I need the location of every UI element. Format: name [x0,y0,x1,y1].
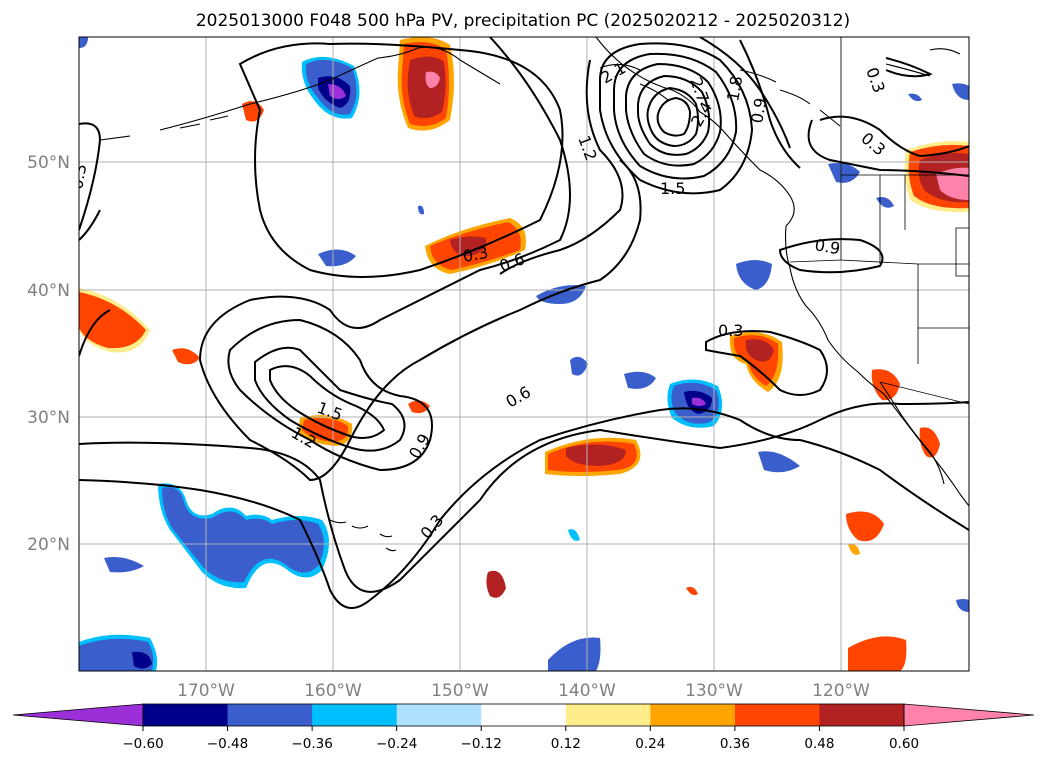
colorbar-tick-label: 0.48 [804,736,834,752]
colorbar-tick-label: −0.24 [376,736,417,752]
contour-label: 0.3 [461,243,489,266]
lon-label: 150°W [431,681,489,701]
colorbar: −0.60 −0.48 −0.36 −0.24 −0.12 0.12 0.24 0.36 0.4… [12,703,1035,752]
contour-label: 1.8 [723,74,746,102]
contour-label: 1.5 [660,179,685,198]
lon-label: 120°W [812,681,870,701]
colorbar-tick-label: −0.36 [291,736,332,752]
colorbar-segment [481,704,567,726]
coastlines [99,37,969,552]
map-panel: 2.1 1.8 0.9 0.3 1.2 1.5 0.9 0.3 0.6 0.3 … [67,36,970,672]
political-borders [789,37,969,405]
contour-label: 0.3 [718,321,743,340]
precip-blob-baja-positive [871,369,900,401]
colorbar-segment [227,704,313,726]
figure-title: 2025013000 F048 500 hPa PV, precipitatio… [196,11,850,31]
colorbar-extend-low [12,703,144,727]
colorbar-tick-label: −0.60 [122,736,163,752]
lat-label: 30°N [27,408,70,428]
latitude-labels: 50°N 40°N 30°N 20°N [27,153,70,555]
colorbar-segment [650,704,736,726]
colorbar-segment [565,704,651,726]
colorbar-tick-label: 0.24 [635,736,665,752]
colorbar-frame [142,703,905,727]
colorbar-tick-label: 0.12 [551,736,581,752]
pv-contours [79,37,969,609]
lat-label: 20°N [27,535,70,555]
colorbar-segment [734,704,820,726]
lon-label: 160°W [304,681,362,701]
colorbar-segment [819,704,905,726]
contour-label: 0.3 [67,162,90,190]
contour-label: 0.9 [813,235,841,258]
colorbar-tick-label: −0.12 [461,736,502,752]
colorbar-segment [143,704,229,726]
map-frame [78,36,970,672]
lon-label: 130°W [685,681,743,701]
lon-label: 170°W [177,681,235,701]
colorbar-tick-label: −0.48 [207,736,248,752]
colorbar-extend-high [903,703,1035,727]
lat-label: 50°N [27,153,70,173]
lon-label: 140°W [558,681,616,701]
contour-label: 0.9 [747,96,770,124]
colorbar-tick-label: 0.36 [720,736,750,752]
colorbar-segments [12,703,1035,727]
lat-label: 40°N [27,281,70,301]
colorbar-segment [312,704,398,726]
colorbar-ticks: −0.60 −0.48 −0.36 −0.24 −0.12 0.12 0.24 0.36 0.4… [122,726,919,752]
colorbar-segment [396,704,482,726]
precipitation-shading [79,37,969,671]
longitude-labels: 170°W 160°W 150°W 140°W 130°W 120°W [177,681,870,701]
colorbar-tick-label: 0.60 [889,736,919,752]
